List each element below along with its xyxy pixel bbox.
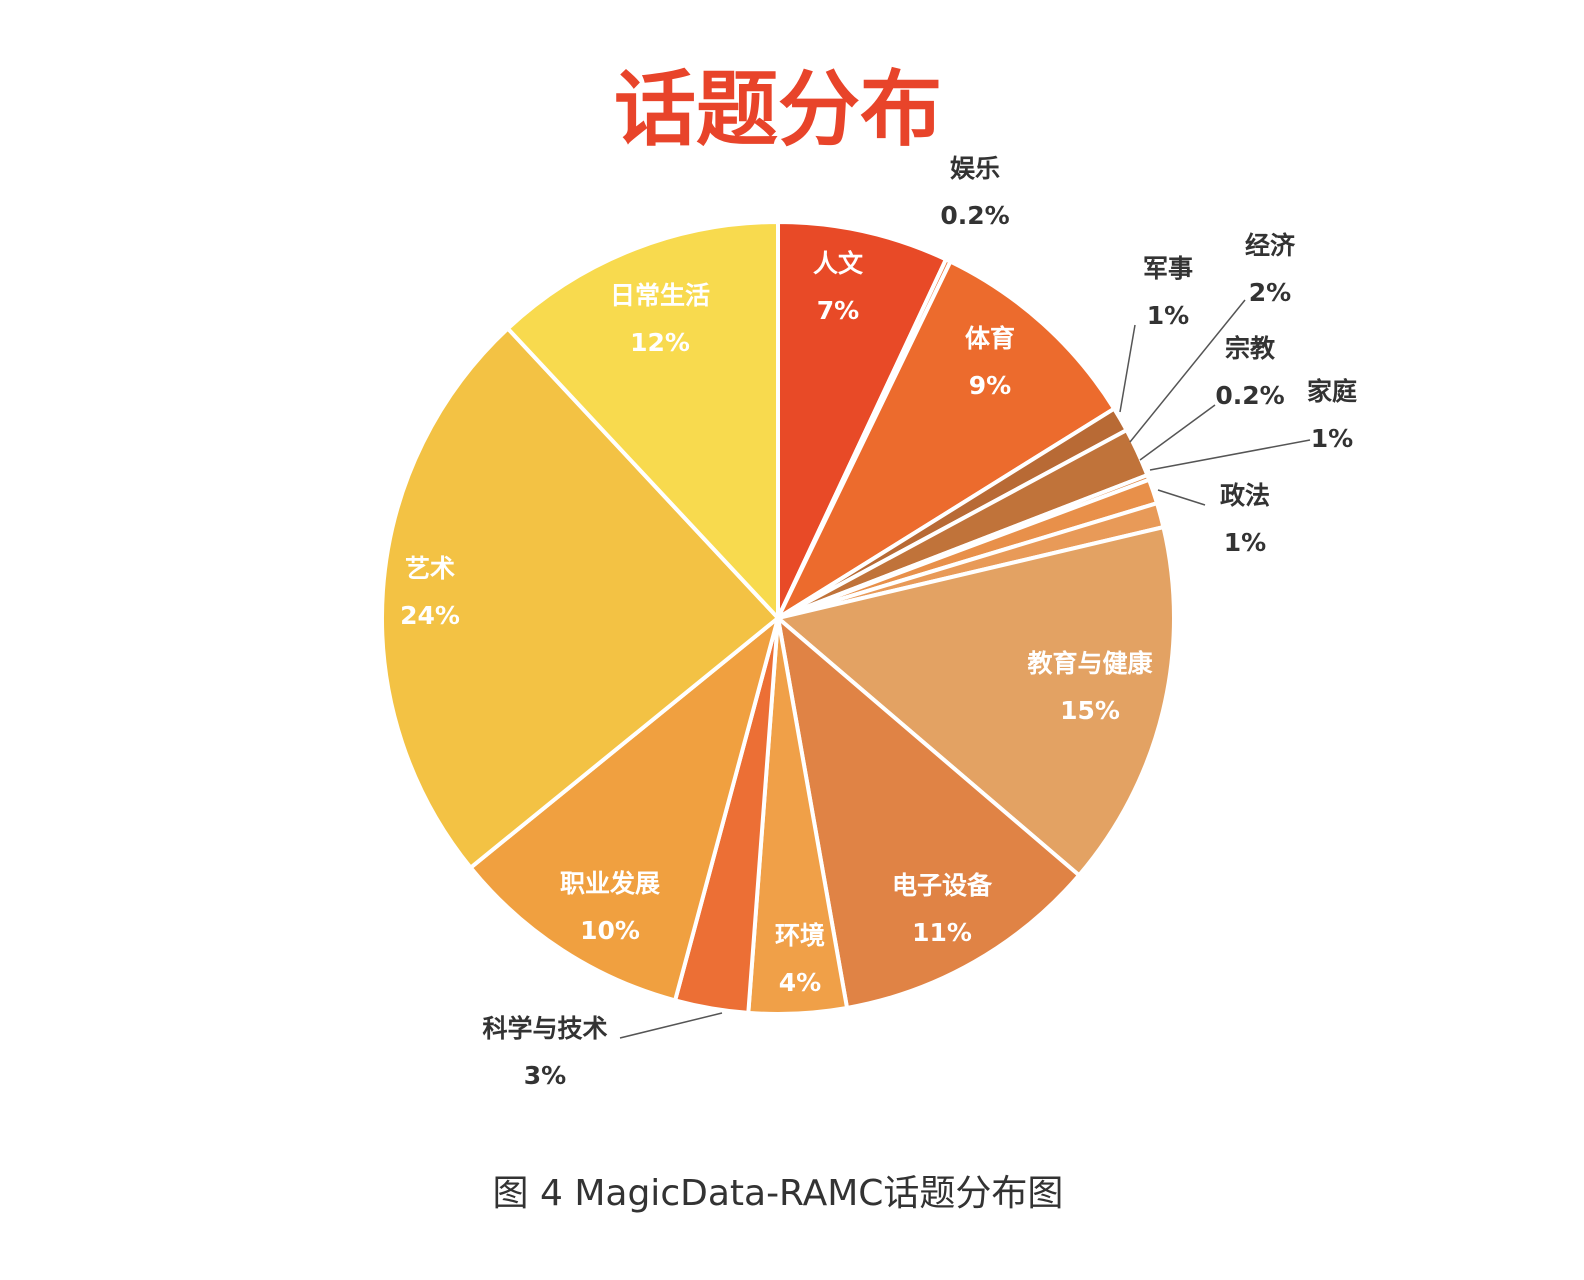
slice-value: 9% — [969, 371, 1011, 400]
slice-name: 电子设备 — [892, 871, 993, 900]
slice-value: 1% — [1311, 424, 1353, 453]
chart-title: 话题分布 — [614, 62, 942, 157]
slice-name: 宗教 — [1225, 334, 1276, 363]
pie-slice — [505, 220, 780, 620]
pie-slice — [776, 259, 1117, 620]
slice-name: 科学与技术 — [482, 1014, 607, 1043]
slice-name: 家庭 — [1307, 377, 1357, 406]
slice-value: 1% — [1147, 301, 1189, 330]
slice-value: 0.2% — [940, 201, 1009, 230]
caption: 图 4 MagicData-RAMC话题分布图 — [493, 1173, 1064, 1214]
slice-name: 日常生活 — [610, 281, 710, 310]
slice-name: 教育与健康 — [1027, 649, 1153, 678]
slice-value: 0.2% — [1215, 381, 1284, 410]
leader-line — [1129, 299, 1246, 443]
slice-name: 体育 — [965, 324, 1015, 353]
pie-slice — [468, 616, 780, 1003]
pie-slice — [776, 525, 1176, 878]
leader-line — [1149, 439, 1311, 471]
slice-name: 环境 — [775, 921, 825, 950]
leader-line — [1157, 489, 1206, 506]
slice-value: 7% — [817, 296, 859, 325]
slice-value: 4% — [779, 968, 821, 997]
pie — [380, 220, 1176, 1016]
pie-slice — [776, 220, 948, 620]
slice-value: 15% — [1060, 696, 1120, 725]
slice-name: 军事 — [1143, 254, 1193, 283]
slice-value: 10% — [580, 916, 640, 945]
slice-name: 职业发展 — [560, 869, 660, 898]
leader-line — [1119, 324, 1136, 413]
slice-name: 政法 — [1220, 481, 1270, 510]
slice-name: 经济 — [1245, 231, 1296, 260]
slice-name: 人文 — [813, 249, 864, 278]
labels: 人文 7% 娱乐 0.2% 体育 9% 军事 1% 经济 2% 宗教 0.2% 家庭 1% 政法 1% 教育与健… — [400, 154, 1357, 1090]
slice-name: 艺术 — [405, 554, 455, 583]
slice-value: 12% — [630, 328, 690, 357]
slice-name: 娱乐 — [950, 154, 1000, 183]
slice-value: 3% — [524, 1061, 566, 1090]
slice-value: 1% — [1224, 528, 1266, 557]
pie-slice — [380, 326, 780, 870]
leader-line — [619, 1012, 723, 1039]
slice-value: 2% — [1249, 278, 1291, 307]
slice-value: 24% — [400, 601, 460, 630]
leader-line — [1139, 404, 1216, 461]
slice-value: 11% — [912, 918, 972, 947]
pie-slice — [776, 616, 1082, 1010]
